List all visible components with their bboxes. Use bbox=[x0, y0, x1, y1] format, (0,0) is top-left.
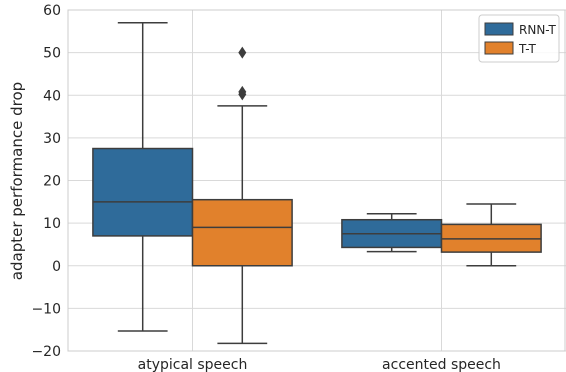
legend-label: T-T bbox=[518, 42, 536, 56]
legend-label: RNN-T bbox=[519, 23, 557, 37]
y-axis-ticks: −20 −10 0 10 20 30 40 50 60 bbox=[31, 3, 61, 360]
x-tick-label: accented speech bbox=[382, 357, 501, 372]
outlier-point bbox=[238, 85, 247, 98]
y-tick-label: 30 bbox=[43, 131, 61, 147]
y-tick-label: 50 bbox=[43, 46, 61, 62]
y-tick-label: 0 bbox=[52, 259, 61, 275]
y-axis-label: adapter performance drop bbox=[8, 82, 26, 280]
outlier-point bbox=[238, 46, 247, 59]
x-axis-ticks: atypical speech accented speech bbox=[138, 357, 501, 372]
y-tick-label: 40 bbox=[43, 88, 61, 104]
y-tick-label: −20 bbox=[31, 344, 61, 360]
x-tick-label: atypical speech bbox=[138, 357, 248, 372]
legend: RNN-T T-T bbox=[478, 14, 560, 63]
y-tick-label: 60 bbox=[43, 3, 61, 19]
legend-swatch bbox=[484, 41, 514, 55]
box-body bbox=[191, 198, 293, 267]
y-tick-label: 20 bbox=[43, 174, 61, 190]
legend-swatch bbox=[484, 22, 514, 36]
y-tick-label: −10 bbox=[31, 301, 61, 317]
box-elements bbox=[92, 22, 542, 345]
box-body bbox=[92, 147, 194, 237]
y-tick-label: 10 bbox=[43, 216, 61, 232]
plot-frame bbox=[67, 9, 566, 352]
